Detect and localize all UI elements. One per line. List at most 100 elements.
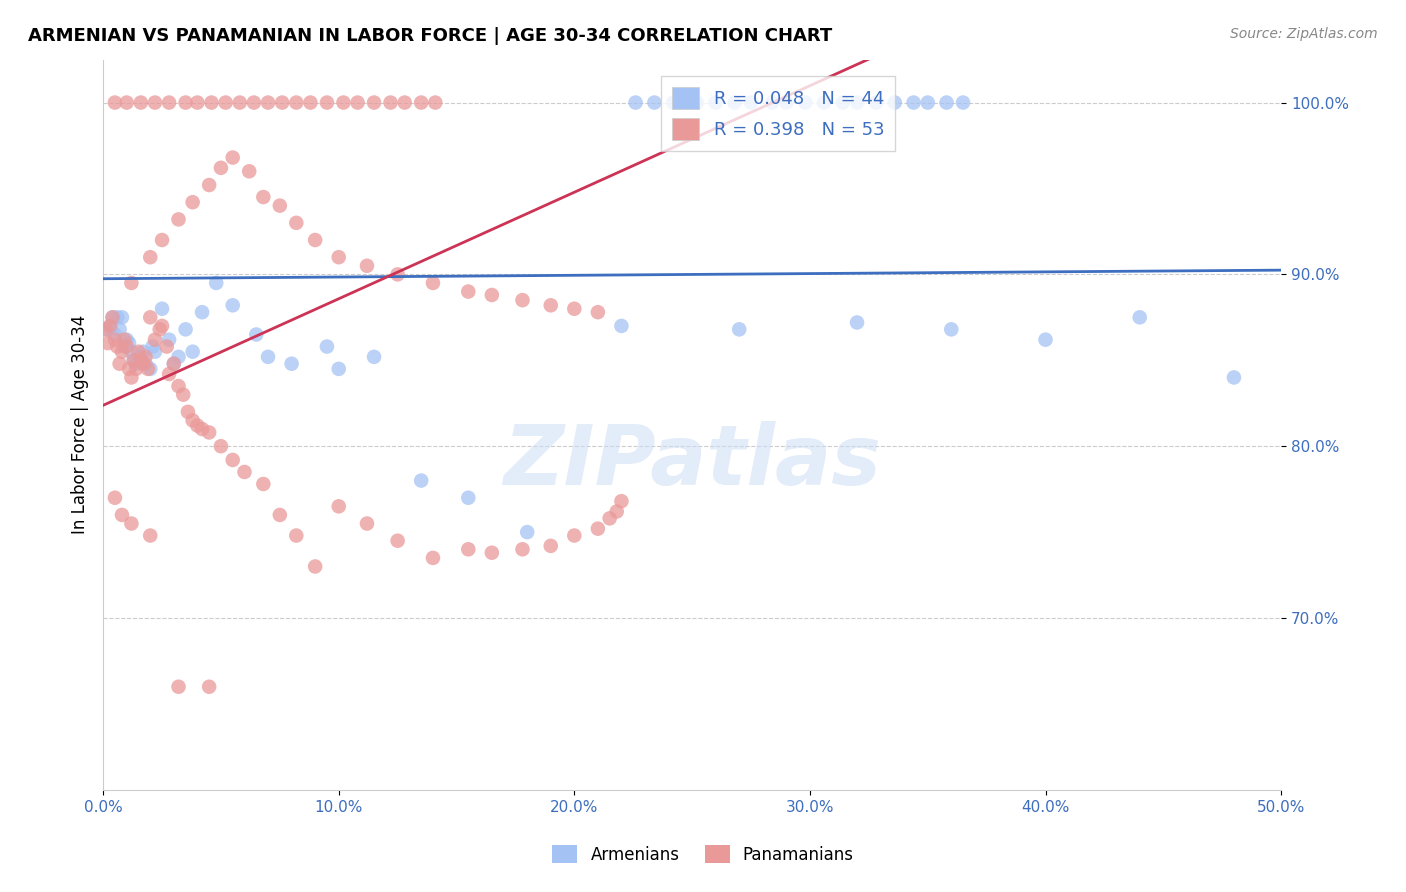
Point: [586, 522, 609, 536]
Point: [115, 333, 138, 347]
Point: [181, 413, 204, 427]
Point: [120, 276, 142, 290]
Point: [157, 95, 180, 110]
Point: [191, 422, 214, 436]
Point: [120, 516, 142, 531]
Point: [198, 425, 221, 440]
Text: ZIPatlas: ZIPatlas: [503, 421, 882, 501]
Point: [122, 353, 145, 368]
Point: [233, 465, 256, 479]
Point: [328, 500, 350, 514]
Point: [229, 95, 252, 110]
Point: [177, 405, 200, 419]
Point: [97, 322, 120, 336]
Point: [157, 367, 180, 381]
Point: [150, 318, 173, 333]
Point: [425, 95, 447, 110]
Point: [104, 333, 127, 347]
Point: [198, 178, 221, 192]
Point: [129, 350, 152, 364]
Point: [846, 95, 869, 110]
Point: [304, 233, 326, 247]
Point: [481, 288, 503, 302]
Point: [662, 95, 685, 110]
Point: [356, 516, 378, 531]
Point: [883, 95, 905, 110]
Point: [209, 439, 232, 453]
Point: [111, 310, 134, 325]
Point: [118, 362, 141, 376]
Point: [952, 95, 974, 110]
Point: [127, 344, 149, 359]
Point: [112, 339, 135, 353]
Point: [411, 95, 433, 110]
Point: [257, 95, 280, 110]
Y-axis label: In Labor Force | Age 30-34: In Labor Force | Age 30-34: [72, 315, 89, 534]
Point: [122, 353, 145, 368]
Point: [174, 95, 197, 110]
Text: ARMENIAN VS PANAMANIAN IN LABOR FORCE | AGE 30-34 CORRELATION CHART: ARMENIAN VS PANAMANIAN IN LABOR FORCE | …: [28, 27, 832, 45]
Point: [139, 528, 162, 542]
Point: [332, 95, 354, 110]
Point: [704, 95, 727, 110]
Point: [104, 491, 127, 505]
Point: [387, 268, 409, 282]
Point: [387, 533, 409, 548]
Point: [586, 305, 609, 319]
Point: [610, 318, 633, 333]
Point: [723, 95, 745, 110]
Point: [167, 379, 190, 393]
Point: [186, 95, 208, 110]
Point: [118, 336, 141, 351]
Point: [200, 95, 222, 110]
Point: [143, 344, 166, 359]
Point: [136, 362, 159, 376]
Point: [356, 259, 378, 273]
Point: [97, 336, 120, 351]
Point: [98, 318, 121, 333]
Point: [643, 95, 665, 110]
Point: [257, 350, 280, 364]
Point: [142, 339, 165, 353]
Point: [222, 298, 245, 312]
Point: [105, 310, 128, 325]
Point: [457, 542, 479, 557]
Point: [163, 357, 186, 371]
Point: [105, 339, 128, 353]
Point: [112, 333, 135, 347]
Point: [243, 95, 266, 110]
Point: [917, 95, 939, 110]
Point: [606, 504, 628, 518]
Point: [813, 95, 835, 110]
Point: [481, 546, 503, 560]
Point: [181, 344, 204, 359]
Point: [111, 344, 134, 359]
Point: [172, 387, 194, 401]
Point: [1129, 310, 1152, 325]
Point: [269, 199, 291, 213]
Point: [108, 357, 131, 371]
Point: [831, 95, 853, 110]
Point: [512, 542, 534, 557]
Point: [299, 95, 322, 110]
Point: [115, 95, 138, 110]
Point: [394, 95, 416, 110]
Point: [129, 353, 152, 368]
Point: [316, 339, 339, 353]
Point: [271, 95, 294, 110]
Point: [285, 95, 308, 110]
Point: [132, 357, 155, 371]
Point: [111, 508, 134, 522]
Point: [167, 680, 190, 694]
Point: [380, 95, 402, 110]
Point: [143, 333, 166, 347]
Point: [285, 216, 308, 230]
Point: [156, 339, 179, 353]
Point: [624, 95, 647, 110]
Point: [1035, 333, 1057, 347]
Point: [775, 95, 797, 110]
Point: [163, 357, 186, 371]
Point: [422, 550, 444, 565]
Point: [686, 95, 709, 110]
Point: [214, 95, 236, 110]
